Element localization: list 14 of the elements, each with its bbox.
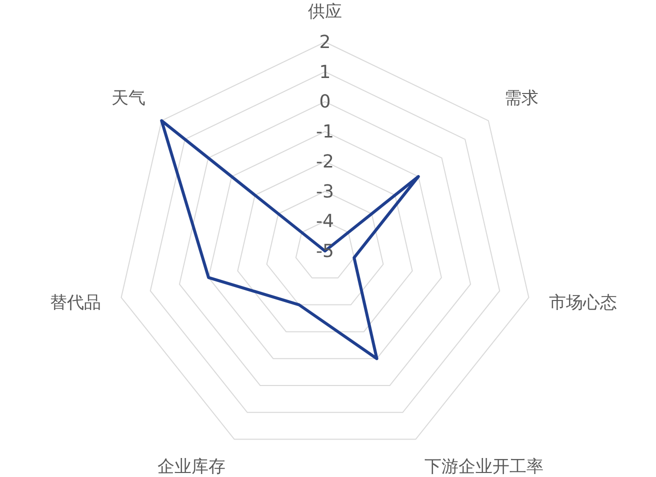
spoke-label: 需求	[504, 88, 539, 109]
spoke-label: 下游企业开工率	[424, 457, 544, 477]
y-tick-label: 2	[319, 32, 331, 53]
y-tick-label: -2	[316, 151, 334, 172]
y-tick-label: -4	[316, 211, 334, 232]
y-tick-label: -3	[316, 181, 334, 202]
y-tick-label: 0	[319, 92, 331, 113]
spoke-label: 企业库存	[157, 457, 226, 477]
y-tick-label: 1	[319, 62, 331, 83]
spoke-label: 市场心态	[549, 293, 618, 314]
spoke-label: 天气	[111, 88, 146, 109]
spoke-label: 供应	[308, 2, 342, 22]
spoke-label: 替代品	[50, 293, 101, 314]
y-tick-label: -1	[316, 122, 334, 143]
